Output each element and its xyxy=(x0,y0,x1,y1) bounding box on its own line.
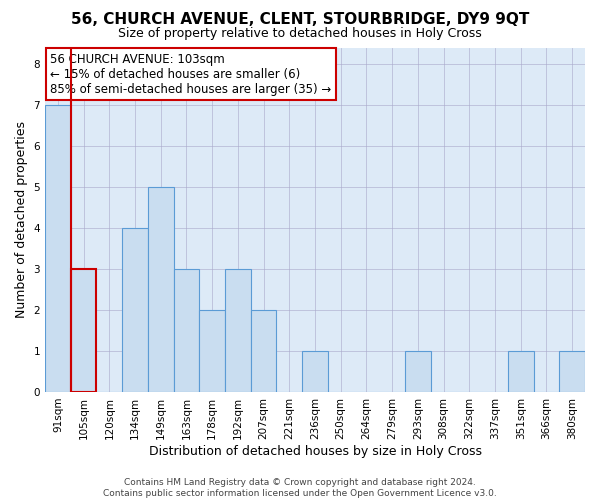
X-axis label: Distribution of detached houses by size in Holy Cross: Distribution of detached houses by size … xyxy=(149,444,482,458)
Bar xyxy=(199,310,225,392)
Text: Size of property relative to detached houses in Holy Cross: Size of property relative to detached ho… xyxy=(118,28,482,40)
Y-axis label: Number of detached properties: Number of detached properties xyxy=(15,121,28,318)
Bar xyxy=(45,105,71,392)
Text: Contains HM Land Registry data © Crown copyright and database right 2024.
Contai: Contains HM Land Registry data © Crown c… xyxy=(103,478,497,498)
Bar xyxy=(559,351,585,392)
Bar xyxy=(302,351,328,392)
Text: 56 CHURCH AVENUE: 103sqm
← 15% of detached houses are smaller (6)
85% of semi-de: 56 CHURCH AVENUE: 103sqm ← 15% of detach… xyxy=(50,52,332,96)
Bar xyxy=(508,351,533,392)
Text: 56, CHURCH AVENUE, CLENT, STOURBRIDGE, DY9 9QT: 56, CHURCH AVENUE, CLENT, STOURBRIDGE, D… xyxy=(71,12,529,28)
Bar xyxy=(173,269,199,392)
Bar xyxy=(251,310,277,392)
Bar xyxy=(148,187,173,392)
Bar xyxy=(122,228,148,392)
Bar xyxy=(405,351,431,392)
Bar xyxy=(71,269,97,392)
Bar xyxy=(225,269,251,392)
